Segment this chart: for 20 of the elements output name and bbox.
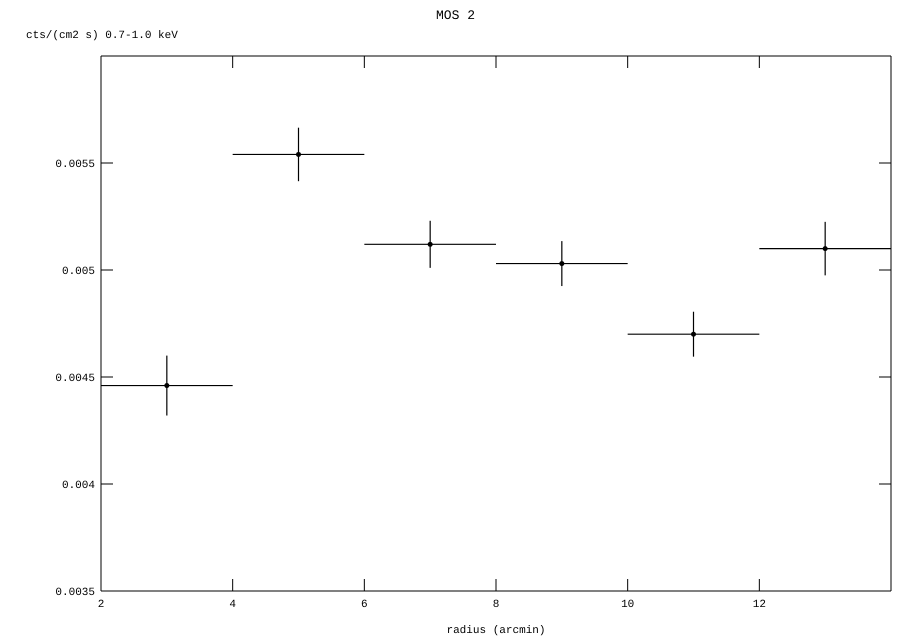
y-tick-label: 0.0035 xyxy=(55,586,95,599)
point xyxy=(296,152,301,157)
x-tick-label: 10 xyxy=(621,598,634,611)
point xyxy=(691,332,696,337)
chart-title: MOS 2 xyxy=(434,8,476,23)
point xyxy=(428,242,433,247)
y-tick-label: 0.005 xyxy=(62,266,95,278)
x-tick-label: 8 xyxy=(492,598,500,611)
x-tick-label: 6 xyxy=(361,598,368,611)
x-tick-label: 2 xyxy=(98,598,104,611)
y-axis-title: cts/(cm2 s) 0.7-1.0 keV xyxy=(26,30,178,42)
point xyxy=(559,261,564,266)
point xyxy=(164,383,170,388)
y-tick-label: 0.004 xyxy=(62,480,96,492)
y-tick-label: 0.0045 xyxy=(55,372,95,385)
point xyxy=(822,246,828,252)
y-tick-label: 0.0055 xyxy=(55,158,95,171)
x-tick-label: 4 xyxy=(229,598,236,611)
x-axis-title: radius (arcmin) xyxy=(446,625,546,637)
x-tick-label: 12 xyxy=(752,598,766,611)
